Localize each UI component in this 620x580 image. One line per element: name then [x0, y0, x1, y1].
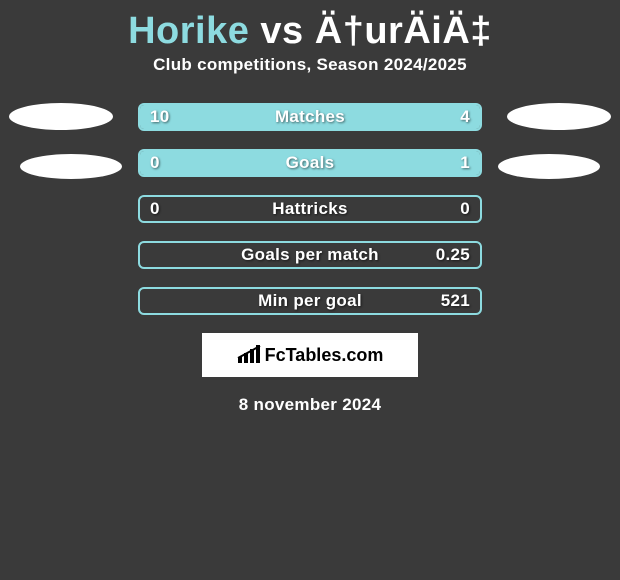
avatar-right-2: [498, 154, 600, 179]
title-vs: vs: [249, 10, 314, 52]
stat-value-right: 4: [460, 105, 470, 129]
stat-rows: 10 Matches 4 0 Goals 1 0 Hattricks 0 Goa…: [138, 103, 482, 315]
stat-row: 10 Matches 4: [138, 103, 482, 131]
title-right: Ä†urÄiÄ‡: [315, 10, 492, 52]
brand-text: FcTables.com: [265, 345, 384, 366]
stat-value-right: 0.25: [436, 243, 470, 267]
stat-label: Matches: [140, 105, 480, 129]
stat-value-right: 521: [441, 289, 470, 313]
stat-value-right: 0: [460, 197, 470, 221]
title-left: Horike: [128, 10, 249, 52]
stat-row: 0 Goals 1: [138, 149, 482, 177]
subtitle: Club competitions, Season 2024/2025: [0, 55, 620, 103]
stat-row: Goals per match 0.25: [138, 241, 482, 269]
stat-label: Min per goal: [140, 289, 480, 313]
stat-label: Goals: [140, 151, 480, 175]
stat-label: Hattricks: [140, 197, 480, 221]
stat-row: Min per goal 521: [138, 287, 482, 315]
date-label: 8 november 2024: [0, 395, 620, 415]
bars-chart-icon: [237, 345, 261, 365]
avatar-right-1: [507, 103, 611, 130]
stat-row: 0 Hattricks 0: [138, 195, 482, 223]
comparison-area: 10 Matches 4 0 Goals 1 0 Hattricks 0 Goa…: [0, 103, 620, 315]
stat-value-right: 1: [460, 151, 470, 175]
avatar-left-1: [9, 103, 113, 130]
stat-label: Goals per match: [140, 243, 480, 267]
page-title: Horike vs Ä†urÄiÄ‡: [0, 0, 620, 55]
brand-box: FcTables.com: [202, 333, 418, 377]
avatar-left-2: [20, 154, 122, 179]
